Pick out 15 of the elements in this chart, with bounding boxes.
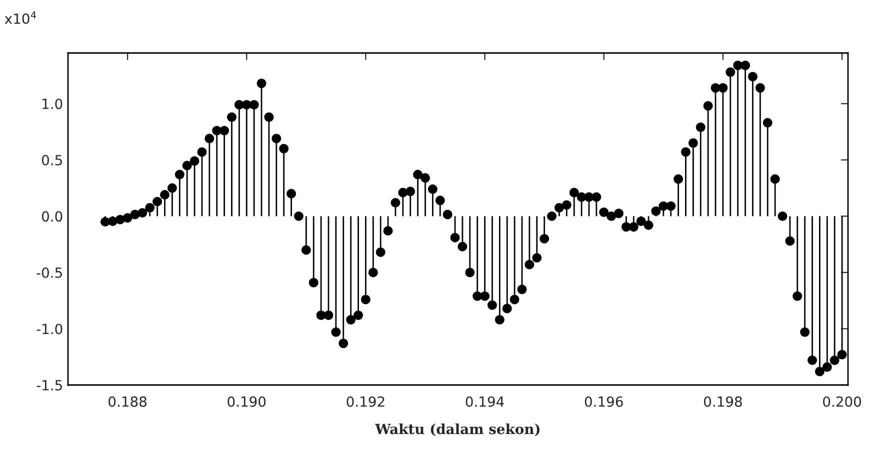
text: x10$^{4}$ bbox=[4, 11, 36, 24]
x-tick-label: 0.188 bbox=[108, 396, 146, 407]
y-tick-label: 1.0 bbox=[42, 98, 62, 110]
y-tick-label: -0.5 bbox=[36, 267, 62, 278]
x-tick-label: 0.192 bbox=[346, 396, 384, 407]
x-axis-title: Waktu (dalam sekon) bbox=[375, 423, 540, 436]
y-tick-label: -1.5 bbox=[36, 380, 62, 390]
x-tick-label: 0.190 bbox=[228, 396, 266, 407]
y-tick-label: -1.0 bbox=[36, 324, 62, 334]
x-tick-label: 0.198 bbox=[704, 396, 742, 407]
y-tick-label: 0.0 bbox=[42, 211, 62, 222]
x-tick-label: 0.200 bbox=[823, 396, 862, 407]
x-tick-label: 0.196 bbox=[584, 396, 623, 407]
x-tick-label: 0.194 bbox=[466, 396, 504, 407]
y-tick-label: 0.5 bbox=[42, 154, 62, 166]
